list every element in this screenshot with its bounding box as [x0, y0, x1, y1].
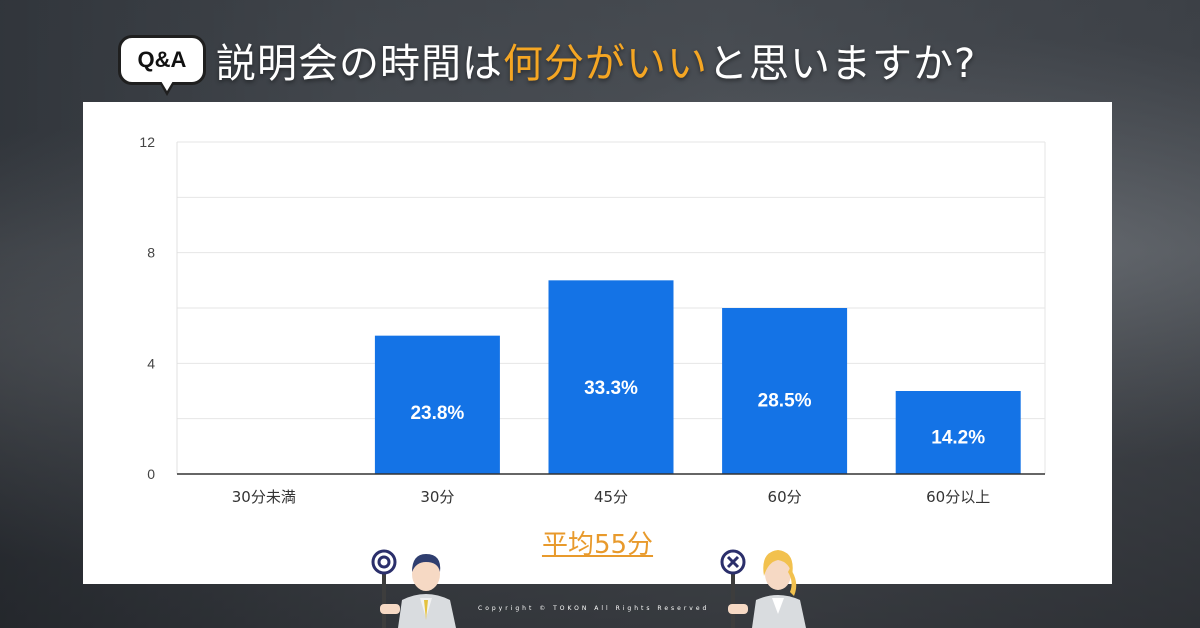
chart-panel: 0 4 8 12 30分未満 23.8% 30分 33.3% 45分 28.5% 60分 14.2% 6…	[83, 102, 1112, 584]
x-tick-label: 45分	[594, 488, 628, 506]
average-label-wrap: 平均55分	[83, 524, 1112, 561]
bar	[895, 391, 1021, 474]
copyright-text: Copyright © TOKON All Rights Reserved	[478, 605, 710, 612]
bar-data-label: 23.8%	[410, 403, 464, 424]
qa-badge: Q&A	[118, 35, 206, 96]
x-tick-label: 60分	[768, 488, 802, 506]
average-label: 平均55分	[541, 530, 654, 560]
page-title: 説明会の時間は何分がいいと思いますか?	[216, 31, 976, 89]
person-female-batsu-icon	[720, 549, 806, 628]
title-prefix: 説明会の時間は	[216, 41, 503, 87]
x-tick-label: 30分未満	[232, 488, 296, 506]
x-tick-label: 30分	[420, 488, 454, 506]
y-tick-label: 4	[147, 355, 155, 371]
header: Q&A 説明会の時間は何分がいいと思いますか?	[118, 30, 976, 96]
bar-data-label: 14.2%	[931, 428, 985, 449]
y-tick-label: 0	[147, 466, 155, 482]
bar	[374, 335, 500, 474]
y-tick-label: 12	[139, 134, 155, 150]
bar-data-label: 28.5%	[758, 390, 812, 411]
bar	[722, 308, 848, 474]
person-male-maru-icon	[371, 549, 456, 628]
bar	[548, 280, 674, 474]
x-tick-label: 60分以上	[926, 488, 990, 506]
bar-chart: 0 4 8 12 30分未満 23.8% 30分 33.3% 45分 28.5% 60分 14.2% 6…	[139, 134, 1046, 506]
y-tick-label: 8	[147, 245, 155, 261]
title-suffix: と思いますか?	[708, 41, 977, 87]
bar-data-label: 33.3%	[584, 378, 638, 399]
title-highlight: 何分がいい	[503, 41, 708, 87]
